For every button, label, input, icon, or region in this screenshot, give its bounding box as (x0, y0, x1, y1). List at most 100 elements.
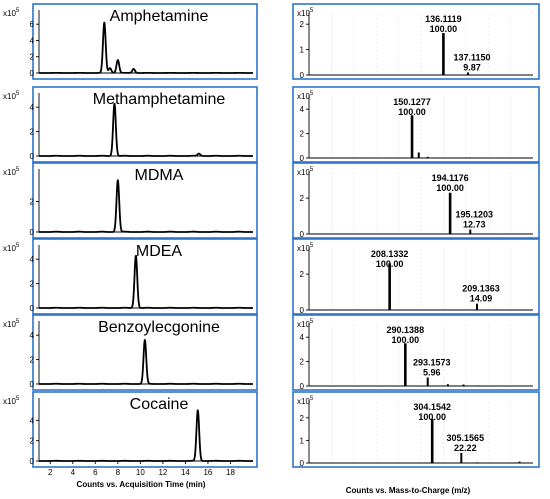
peak-point (133, 68, 135, 70)
y-scale-label: x105 (297, 319, 314, 329)
scale-exponent: 5 (310, 396, 314, 402)
scale-exponent: 5 (310, 91, 314, 97)
y-tick-label: 0 (300, 230, 305, 239)
y-scale-label: x105 (297, 8, 314, 18)
peak-abundance-label: 100.00 (436, 183, 464, 193)
y-tick-label: 6 (30, 20, 35, 29)
peak-mz-label: 194.1176 (432, 173, 469, 183)
chromatogram-trace (38, 339, 254, 385)
y-tick-label: 0 (30, 457, 35, 466)
y-tick-label: 4 (300, 333, 305, 342)
peak-point (103, 21, 105, 24)
peak-point (197, 409, 199, 411)
panel-frame (292, 391, 540, 468)
chromatogram-panel: 0 2 4 x105 Methamphetamine (3, 86, 258, 163)
y-scale-label: x105 (3, 8, 20, 18)
scale-base: x10 (3, 92, 16, 101)
x-tick-label: 14 (181, 468, 190, 477)
spectrum-bar (460, 452, 463, 463)
scale-base: x10 (297, 92, 310, 101)
spectrum-bar (478, 385, 481, 386)
chart-title: Cocaine (130, 396, 189, 413)
spectrum-bar (516, 233, 519, 234)
peak-point (144, 339, 146, 341)
peak-point (117, 59, 119, 61)
x-tick-label: 2 (48, 468, 53, 477)
y-tick-label: 0 (300, 382, 305, 391)
y-tick-label: 4 (300, 105, 305, 114)
y-tick-label: 0 (30, 304, 35, 313)
peak-abundance-label: 9.87 (463, 62, 481, 72)
y-scale-label: x105 (297, 396, 314, 406)
y-tick-label: 2 (30, 356, 35, 365)
chromatogram-trace (38, 179, 254, 233)
spectrum-bar (476, 303, 478, 310)
peak-mz-label: 136.1119 (425, 14, 462, 24)
panel-frame (292, 86, 540, 163)
y-tick-label: 2 (300, 358, 305, 367)
x-tick-label: 16 (203, 468, 212, 477)
y-tick-label: 2 (30, 128, 35, 137)
y-scale-label: x105 (3, 167, 20, 177)
scale-exponent: 5 (310, 8, 314, 14)
y-tick-label: 2 (300, 20, 305, 29)
peak-mz-label: 137.1150 (454, 52, 491, 62)
spectrum-bar (505, 74, 508, 75)
peak-mz-label: 150.1277 (393, 97, 431, 107)
peak-abundance-label: 14.09 (470, 294, 493, 304)
panel-frame (32, 3, 258, 80)
peak-abundance-label: 100.00 (376, 259, 404, 269)
scale-exponent: 5 (16, 167, 20, 173)
peak-point (117, 179, 119, 181)
y-scale-label: x105 (297, 167, 314, 177)
peak-point (135, 254, 137, 257)
spectrum-bar (410, 115, 414, 158)
y-scale-label: x105 (3, 396, 20, 406)
spectrum-bar (446, 384, 449, 386)
spectrum-bar (417, 152, 420, 158)
x-tick-label: 12 (158, 468, 167, 477)
chart-title: MDMA (135, 167, 184, 184)
y-tick-label: 0 (30, 228, 35, 237)
spectrum-bar (469, 229, 472, 234)
peak-mz-label: 195.1203 (456, 210, 494, 220)
spectrum-bar (493, 309, 496, 310)
y-scale-label: x105 (297, 243, 314, 253)
y-tick-label: 0 (30, 152, 35, 161)
peak-mz-label: 305.1565 (447, 433, 485, 443)
y-tick-label: 4 (30, 416, 35, 425)
chromatogram-panel: 0 2 4 6 x105 Amphetamine (3, 3, 258, 80)
y-scale-label: x105 (3, 91, 20, 101)
y-tick-label: 0 (30, 380, 35, 389)
spectrum-bar (464, 157, 467, 158)
chromatogram-panel: 0 2 x105 MDMA (3, 162, 258, 239)
scale-exponent: 5 (310, 167, 314, 173)
chromatogram-trace (38, 102, 254, 157)
y-tick-label: 2 (300, 414, 305, 423)
y-tick-label: 2 (300, 130, 305, 139)
y-tick-label: 2 (300, 194, 305, 203)
peak-abundance-label: 100.00 (430, 24, 458, 34)
spectrum-bar (476, 462, 478, 463)
scale-base: x10 (297, 244, 310, 253)
chromatogram-trace (38, 254, 254, 309)
spectrum-bar (448, 192, 452, 234)
panel-frame (292, 162, 540, 239)
spectrum-bar (430, 418, 434, 463)
y-tick-label: 4 (30, 36, 35, 45)
y-tick-label: 0 (300, 71, 305, 80)
peak-abundance-label: 22.22 (454, 443, 477, 453)
scale-base: x10 (3, 168, 16, 177)
x-axis-label: Counts vs. Acquisition Time (min) (77, 480, 206, 489)
y-tick-label: 1 (300, 46, 305, 55)
scale-exponent: 5 (310, 243, 314, 249)
scale-base: x10 (297, 168, 310, 177)
peak-point (113, 102, 116, 105)
spectrum-bar (404, 343, 407, 386)
peak-abundance-label: 12.73 (463, 220, 486, 230)
peak-abundance-label: 100.00 (392, 335, 420, 345)
y-tick-label: 1 (300, 436, 305, 445)
